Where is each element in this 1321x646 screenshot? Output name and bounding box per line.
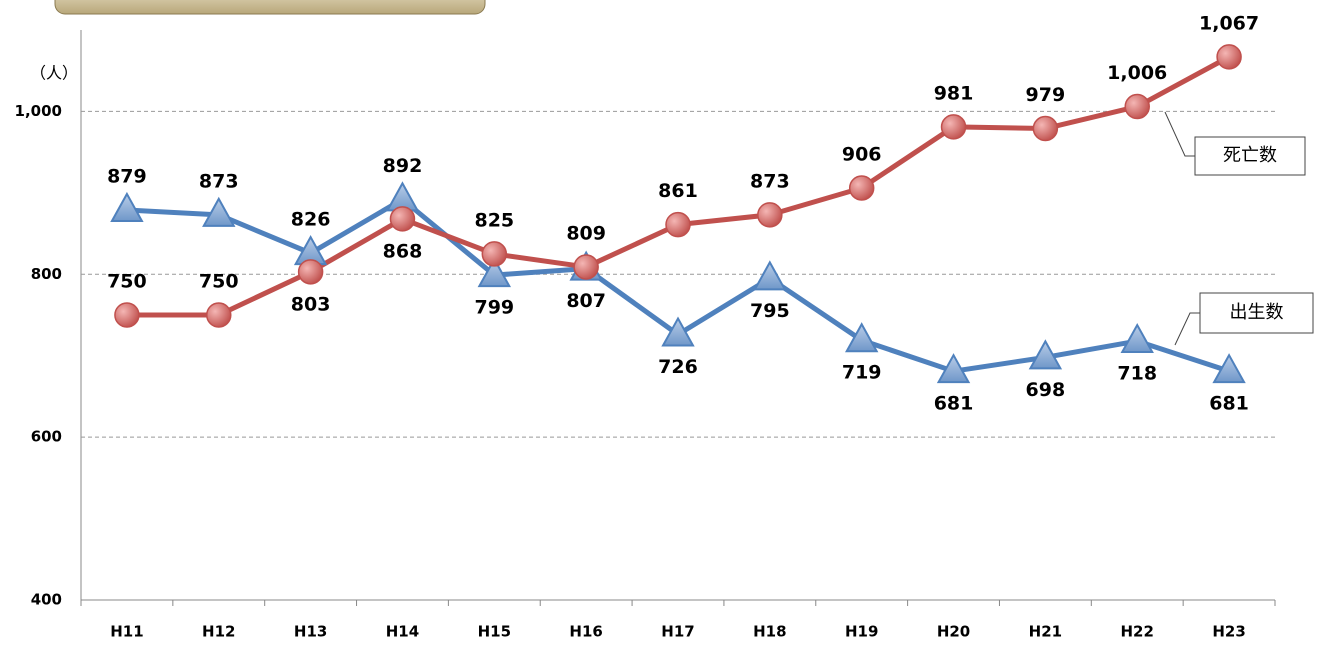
marker bbox=[1212, 353, 1246, 384]
y-tick-label: 1,000 bbox=[15, 102, 62, 120]
legend-box bbox=[1199, 292, 1314, 334]
y-tick-label: 800 bbox=[31, 265, 62, 283]
value-label: 719 bbox=[842, 362, 882, 384]
value-label: 698 bbox=[1026, 379, 1066, 401]
marker bbox=[1216, 44, 1242, 70]
value-label: 873 bbox=[750, 170, 790, 192]
value-label: 681 bbox=[934, 393, 974, 415]
x-tick-label: H21 bbox=[1029, 623, 1062, 641]
x-tick-label: H22 bbox=[1121, 623, 1154, 641]
marker bbox=[110, 191, 144, 222]
legend-label: 死亡数 bbox=[1223, 145, 1277, 166]
y-tick-label: 600 bbox=[31, 428, 62, 446]
value-label: 726 bbox=[658, 356, 698, 378]
marker bbox=[202, 196, 236, 227]
x-tick-label: H14 bbox=[386, 623, 419, 641]
marker bbox=[389, 206, 416, 232]
marker bbox=[665, 211, 691, 238]
x-tick-label: H16 bbox=[569, 623, 602, 641]
legend-leader bbox=[1164, 111, 1195, 157]
x-tick-label: H15 bbox=[478, 623, 511, 641]
x-tick-label: H17 bbox=[661, 623, 694, 641]
value-label: 1,006 bbox=[1107, 62, 1167, 84]
legend-box bbox=[1194, 136, 1306, 176]
banner bbox=[54, 0, 486, 15]
marker bbox=[661, 316, 695, 347]
value-label: 1,067 bbox=[1199, 12, 1259, 34]
value-label: 906 bbox=[842, 143, 882, 165]
x-tick-label: H12 bbox=[202, 623, 235, 641]
marker bbox=[753, 260, 787, 291]
value-label: 750 bbox=[107, 271, 147, 293]
x-tick-label: H13 bbox=[294, 623, 327, 641]
value-label: 873 bbox=[199, 170, 239, 192]
value-label: 979 bbox=[1026, 84, 1066, 106]
value-label: 803 bbox=[291, 293, 331, 315]
value-label: 750 bbox=[199, 271, 239, 293]
value-label: 879 bbox=[107, 165, 147, 187]
marker bbox=[848, 175, 875, 201]
value-label: 799 bbox=[474, 297, 514, 319]
marker bbox=[297, 259, 324, 285]
value-label: 681 bbox=[1209, 393, 1249, 415]
value-label: 868 bbox=[383, 240, 423, 262]
x-tick-label: H23 bbox=[1212, 623, 1245, 641]
value-label: 809 bbox=[566, 222, 606, 244]
marker bbox=[477, 257, 512, 288]
marker bbox=[940, 114, 967, 140]
y-tick-label: 400 bbox=[31, 591, 62, 609]
x-tick-label: H20 bbox=[937, 623, 970, 641]
x-tick-label: H18 bbox=[753, 623, 786, 641]
value-label: 892 bbox=[383, 155, 423, 177]
value-label: 807 bbox=[566, 290, 606, 312]
marker bbox=[757, 202, 783, 228]
y-axis-label: （人） bbox=[30, 64, 78, 83]
value-label: 826 bbox=[291, 209, 331, 231]
marker bbox=[573, 254, 599, 280]
marker bbox=[1124, 93, 1150, 120]
marker bbox=[1028, 339, 1063, 370]
value-label: 718 bbox=[1117, 363, 1157, 385]
x-tick-label: H11 bbox=[110, 623, 143, 641]
marker bbox=[481, 241, 508, 267]
marker bbox=[936, 353, 971, 384]
marker bbox=[206, 302, 232, 328]
marker bbox=[1120, 322, 1154, 354]
legend-leader bbox=[1174, 312, 1200, 346]
value-label: 795 bbox=[750, 300, 790, 322]
legend-label: 出生数 bbox=[1230, 302, 1284, 323]
value-label: 981 bbox=[934, 82, 974, 104]
marker bbox=[844, 322, 879, 353]
x-tick-label: H19 bbox=[845, 623, 878, 641]
value-label: 825 bbox=[474, 209, 514, 231]
value-label: 861 bbox=[658, 180, 698, 202]
marker bbox=[1032, 115, 1059, 142]
marker bbox=[114, 302, 140, 328]
